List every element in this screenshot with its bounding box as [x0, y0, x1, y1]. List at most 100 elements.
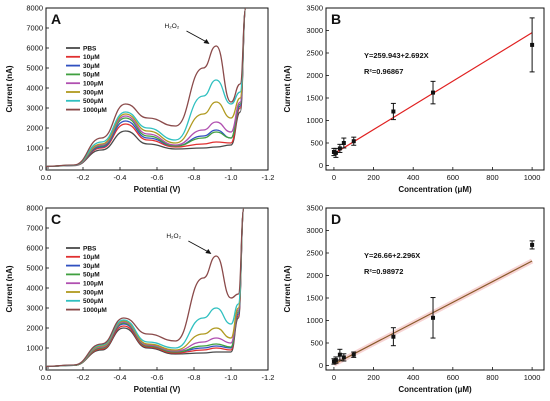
x-tick-label: -0.8: [188, 373, 201, 382]
annotation-arrowhead: [205, 249, 212, 254]
data-point: [530, 42, 535, 47]
y-tick-label: 5000: [26, 64, 43, 73]
x-axis-title: Concentration (μM): [398, 385, 472, 394]
plot-frame: [325, 207, 545, 371]
y-tick-label: 3000: [26, 304, 43, 313]
legend-label: 50μM: [83, 272, 100, 279]
y-tick-label: 1500: [306, 94, 323, 103]
y-tick-label: 0: [39, 364, 43, 373]
series-line-500uM: [46, 208, 245, 368]
y-axis-title: Current (nA): [5, 65, 14, 112]
annotation-arrow: [186, 30, 209, 44]
x-tick-label: -1.0: [225, 373, 238, 382]
chart-svg: 0.0 -0.2 -0.4 -0.6 -0.8 -1.0 -1.2 0 1000 2000 3000…: [5, 204, 274, 394]
panel-letter: D: [331, 211, 341, 227]
legend-label: PBS: [83, 245, 97, 252]
legend-label: 1000μM: [83, 307, 107, 314]
y-tick-label: 7000: [26, 24, 43, 33]
y-tick-label: 7000: [26, 224, 43, 233]
y-tick-label: 2000: [306, 271, 323, 280]
data-point: [431, 315, 436, 320]
series-line-PBS: [46, 208, 245, 368]
plot-area: [46, 208, 245, 368]
panel-letter: B: [331, 11, 341, 27]
annotation-arrowhead: [203, 39, 210, 44]
x-tick-label: -0.4: [114, 173, 127, 182]
fit-equation: Y=259.943+2.692X: [364, 51, 429, 60]
series-line-1000uM: [46, 8, 247, 168]
panel-d-chart: 0 200 400 600 800 1000 0 500 1000 1500 2000 2500 300…: [278, 200, 550, 398]
legend-label: 30μM: [83, 263, 100, 270]
data-point: [391, 334, 396, 339]
legend-label: 100μM: [83, 81, 103, 88]
data-point: [337, 352, 342, 357]
data-point: [341, 141, 346, 145]
x-tick-label: 400: [407, 173, 420, 182]
y-tick-label: 6000: [26, 44, 43, 53]
x-tick-label: 0.0: [41, 373, 51, 382]
plot-area: [331, 240, 535, 367]
y-tick-label: 500: [310, 339, 323, 348]
legend-label: 30μM: [83, 63, 100, 70]
y-axis-title: Current (nA): [283, 265, 292, 312]
panel-c-chart: 0.0 -0.2 -0.4 -0.6 -0.8 -1.0 -1.2 0 1000 2000 3000…: [0, 200, 274, 398]
x-axis-title: Potential (V): [134, 185, 181, 194]
legend-label: 10μM: [83, 254, 100, 261]
x-tick-label: -0.2: [77, 173, 90, 182]
fit-r-squared: R²=0.96867: [364, 67, 403, 76]
y-tick-label: 5000: [26, 264, 43, 273]
x-tick-label: 400: [407, 373, 420, 382]
x-tick-label: -1.2: [262, 173, 275, 182]
panel-a-chart: 0.0 -0.2 -0.4 -0.6 -0.8 -1.0 -1.2 0 1000 2000 3000…: [0, 0, 275, 198]
data-point: [351, 139, 356, 144]
y-axis-title: Current (nA): [5, 265, 14, 312]
data-point: [337, 146, 342, 151]
plot-area: [46, 8, 247, 168]
y-tick-label: 1000: [306, 116, 323, 125]
legend-label: 500μM: [83, 298, 103, 305]
y-tick-label: 3000: [306, 226, 323, 235]
x-axis-title: Concentration (μM): [398, 185, 472, 194]
legend-label: 300μM: [83, 89, 103, 96]
y-tick-label: 2000: [306, 71, 323, 80]
y-tick-label: 4000: [26, 84, 43, 93]
legend-label: PBS: [83, 45, 97, 52]
y-tick-label: 3000: [26, 104, 43, 113]
y-tick-label: 3000: [306, 26, 323, 35]
x-tick-label: 800: [486, 173, 499, 182]
series-line-100uM: [46, 208, 245, 368]
x-tick-label: 0: [332, 373, 336, 382]
legend-label: 10μM: [83, 54, 100, 61]
y-tick-label: 0: [319, 161, 323, 170]
y-tick-label: 2500: [306, 249, 323, 258]
chart-svg: 0.0 -0.2 -0.4 -0.6 -0.8 -1.0 -1.2 0 1000 2000 3000…: [5, 4, 275, 194]
series-line-50uM: [46, 208, 245, 368]
data-point: [530, 242, 535, 247]
chart-svg: 0 200 400 600 800 1000 0 500 1000 1500 2000 2500 300…: [283, 204, 545, 394]
y-tick-label: 8000: [26, 204, 43, 213]
y-tick-label: 1500: [306, 294, 323, 303]
y-tick-label: 4000: [26, 284, 43, 293]
h2o2-annotation: H₂O₂: [165, 23, 180, 30]
legend-label: 500μM: [83, 98, 103, 105]
chart-svg: 0 200 400 600 800 1000 0 500 1000 1500 2000 2500 300…: [283, 4, 545, 194]
x-tick-label: -0.6: [151, 173, 164, 182]
data-point: [341, 355, 346, 360]
y-tick-label: 2000: [26, 124, 43, 133]
y-tick-label: 3500: [306, 4, 323, 13]
x-tick-label: 0: [332, 173, 336, 182]
x-tick-label: 200: [367, 173, 380, 182]
x-tick-label: -0.2: [77, 373, 90, 382]
plot-frame: [325, 7, 545, 171]
series-line-500uM: [46, 8, 247, 168]
x-tick-label: 800: [486, 373, 499, 382]
y-tick-label: 8000: [26, 4, 43, 13]
y-tick-label: 0: [319, 361, 323, 370]
x-tick-label: 0.0: [41, 173, 51, 182]
series-line-30uM: [46, 208, 245, 368]
x-tick-label: -0.6: [151, 373, 164, 382]
series-line-300uM: [46, 208, 245, 368]
y-tick-label: 3500: [306, 204, 323, 213]
